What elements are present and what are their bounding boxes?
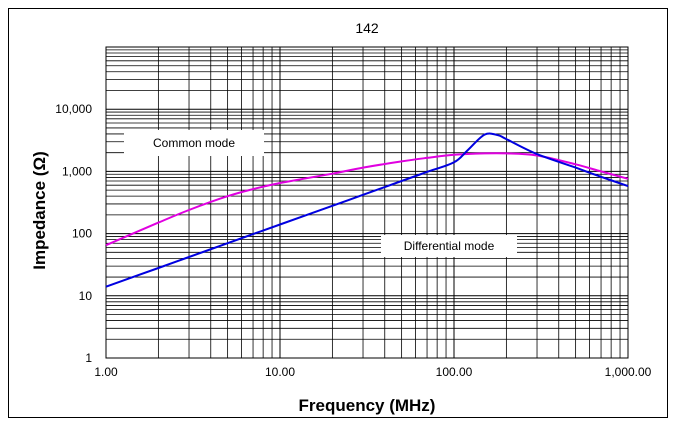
series-line-differential-mode bbox=[105, 132, 629, 288]
y-tick-label: 100 bbox=[72, 227, 92, 241]
y-tick-label: 10,000 bbox=[55, 102, 92, 116]
x-tick-label: 1,000.00 bbox=[605, 365, 652, 379]
annotations: Common mode Differential mode bbox=[124, 130, 517, 257]
y-tick-label: 1 bbox=[85, 351, 92, 365]
x-tick-label: 100.00 bbox=[436, 365, 473, 379]
x-tick-label: 1.00 bbox=[94, 365, 118, 379]
series-line-common-mode bbox=[105, 152, 629, 247]
grid bbox=[105, 47, 628, 359]
chart-title: 142 bbox=[355, 20, 379, 36]
y-axis-title: Impedance (Ω) bbox=[30, 151, 49, 270]
annotation-label: Differential mode bbox=[404, 239, 495, 253]
plot-border bbox=[105, 46, 629, 359]
x-axis-title: Frequency (MHz) bbox=[299, 396, 436, 415]
y-tick-label: 10 bbox=[79, 289, 93, 303]
annotation-box bbox=[124, 130, 264, 156]
tick-labels: 1.00 10.00 100.00 1,000.00 1 10 100 1,000 10,000 bbox=[55, 102, 651, 379]
x-tick-label: 10.00 bbox=[265, 365, 295, 379]
y-tick-label: 1,000 bbox=[62, 164, 92, 178]
annotation-box bbox=[381, 235, 517, 257]
chart-frame bbox=[8, 8, 668, 418]
annotation-label: Common mode bbox=[153, 136, 235, 150]
series-layer bbox=[105, 132, 629, 288]
